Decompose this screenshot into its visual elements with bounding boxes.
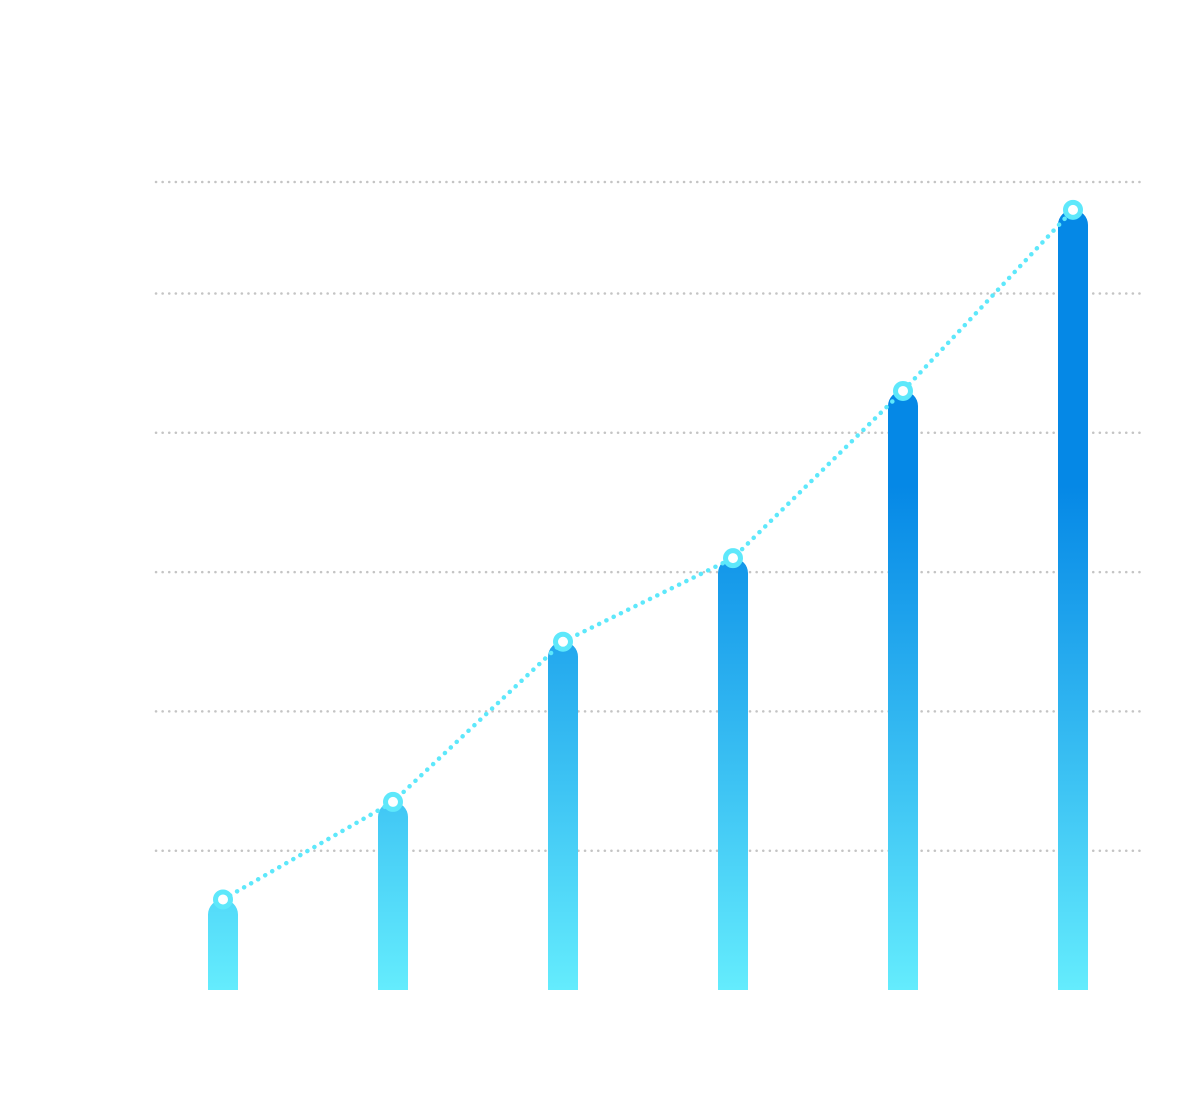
trend-markers (213, 199, 1083, 910)
bar-6 (1058, 209, 1088, 991)
bars (208, 209, 1088, 991)
trend-point-4 (723, 548, 743, 569)
bar-2 (378, 801, 408, 990)
trend-line-path (220, 207, 1076, 902)
trend-point-3 (553, 631, 573, 652)
trend-line (220, 207, 1076, 902)
bar-3 (548, 641, 578, 990)
trend-point-1 (213, 889, 233, 910)
gridlines (154, 180, 1142, 852)
trend-point-2 (383, 791, 403, 812)
bar-1 (208, 899, 238, 990)
bar-5 (888, 390, 918, 990)
trend-point-6 (1063, 199, 1083, 220)
bar-4 (718, 558, 748, 990)
trend-point-5 (893, 380, 913, 401)
